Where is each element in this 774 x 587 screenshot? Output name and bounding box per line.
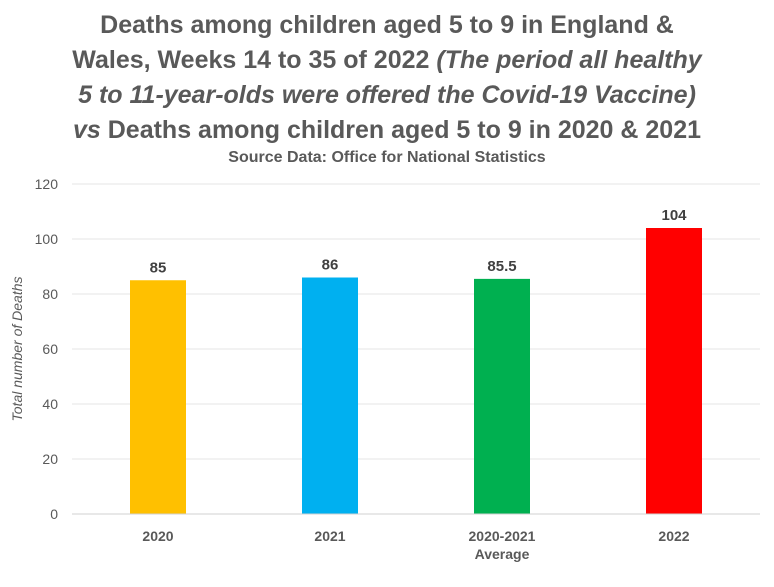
y-tick-label: 80 [42, 286, 58, 302]
y-tick-label: 0 [50, 506, 58, 522]
chart-title-block: Deaths among children aged 5 to 9 in Eng… [0, 8, 774, 168]
y-tick-label: 120 [35, 176, 59, 192]
data-labels: 85 86 85.5 104 [150, 207, 688, 276]
title-line-1-text: Deaths among children aged 5 to 9 in Eng… [100, 11, 674, 39]
bar-2020-2021-average [474, 278, 530, 514]
y-tick-label: 20 [42, 451, 58, 467]
data-label: 85 [150, 259, 167, 276]
x-category-label: 2020-2021 [469, 528, 536, 544]
bar-2020 [130, 280, 186, 514]
y-tick-label: 40 [42, 396, 58, 412]
gridlines [72, 183, 760, 460]
y-tick-label: 60 [42, 341, 58, 357]
y-axis-ticks: 0 20 40 60 80 100 120 [35, 176, 59, 522]
title-line-2-plain: Wales, Weeks 14 to 35 of 2022 [72, 46, 437, 74]
x-category-label: 2021 [314, 528, 345, 544]
data-label: 85.5 [487, 258, 516, 275]
title-line-2-italic: (The period all healthy [436, 46, 702, 74]
chart-title-line-4: vs Deaths among children aged 5 to 9 in … [0, 113, 774, 148]
data-label: 86 [322, 257, 339, 274]
chart-title-line-1: Deaths among children aged 5 to 9 in Eng… [0, 8, 774, 43]
y-axis-label: Total number of Deaths [9, 276, 25, 421]
title-line-3-italic: 5 to 11-year-olds were offered the Covid… [78, 81, 696, 109]
bar-2022 [646, 228, 702, 514]
chart-title-line-3: 5 to 11-year-olds were offered the Covid… [0, 78, 774, 113]
chart-subtitle: Source Data: Office for National Statist… [228, 149, 546, 166]
bar-2021 [302, 277, 358, 514]
x-axis-categories: 2020 2021 2020-2021 Average 2022 [142, 528, 689, 562]
x-category-label: Average [475, 546, 530, 562]
bars [130, 228, 702, 514]
x-category-label: 2020 [142, 528, 173, 544]
title-line-4-plain: Deaths among children aged 5 to 9 in 202… [100, 116, 702, 144]
x-category-label: 2022 [658, 528, 689, 544]
chart-title-line-2: Wales, Weeks 14 to 35 of 2022 (The perio… [0, 43, 774, 78]
title-line-4-italic: vs [72, 116, 101, 144]
data-label: 104 [661, 207, 687, 224]
y-tick-label: 100 [35, 231, 59, 247]
